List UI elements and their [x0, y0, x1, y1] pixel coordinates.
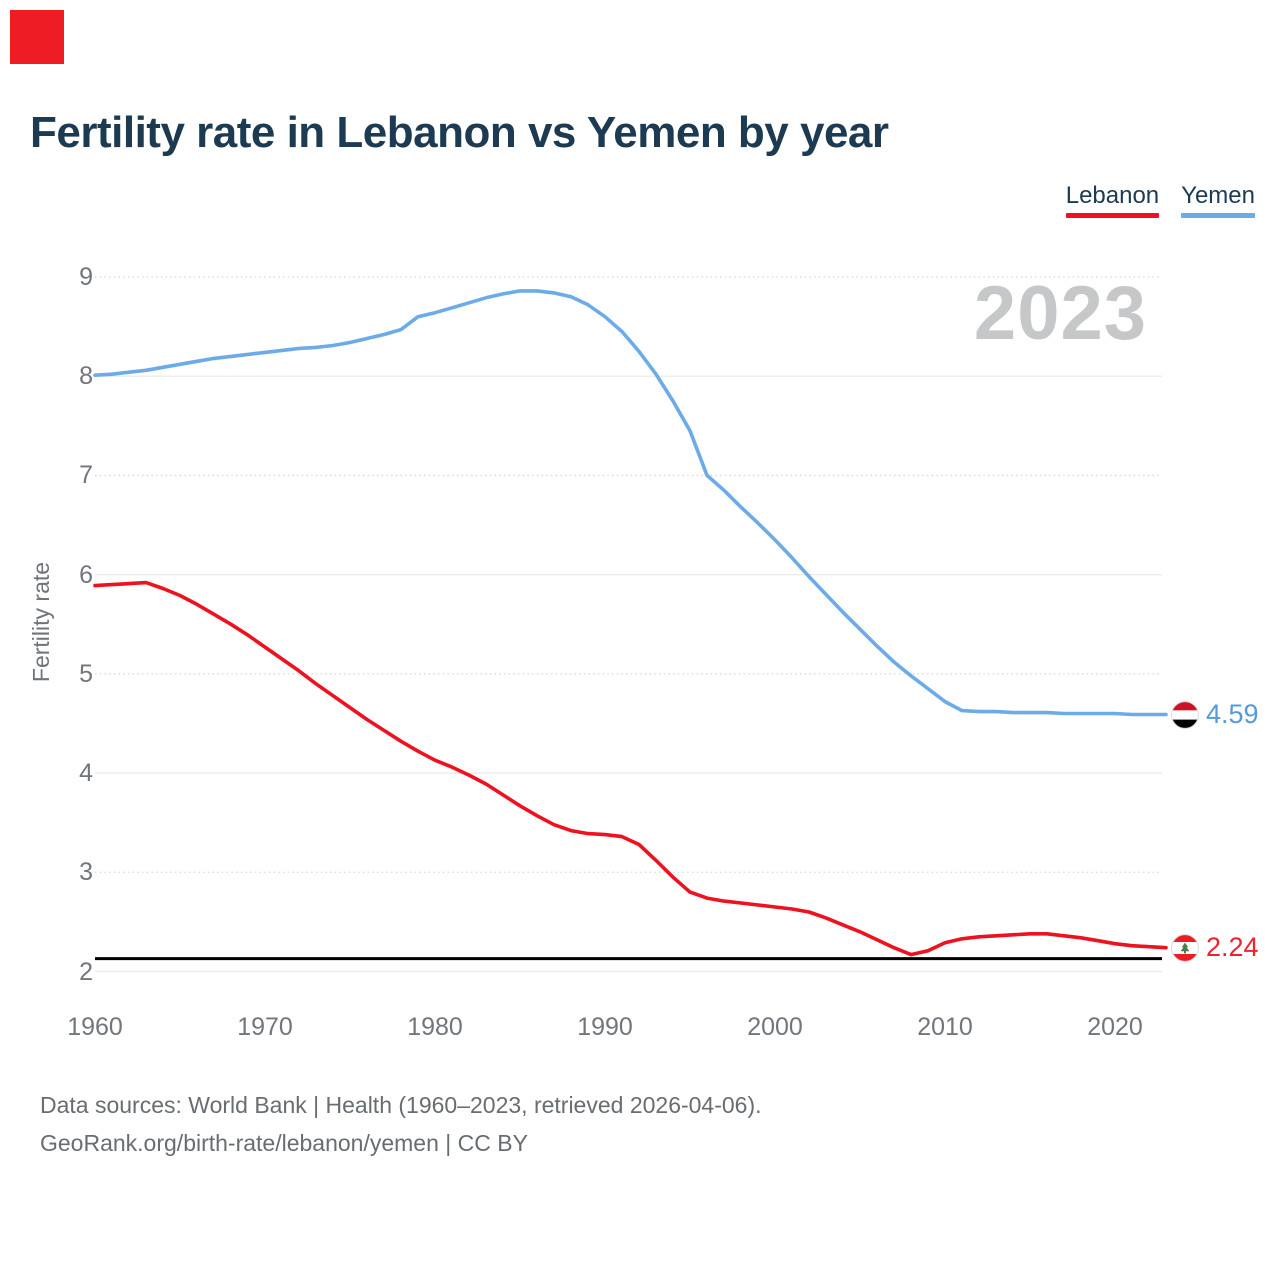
footer-attribution-line: GeoRank.org/birth-rate/lebanon/yemen | C…	[40, 1130, 528, 1156]
lebanon-flag-icon	[1171, 933, 1199, 962]
x-tick-1970: 1970	[237, 1013, 293, 1041]
y-tick-6: 6	[79, 560, 93, 589]
yemen-end-label: 4.59	[1171, 699, 1259, 730]
y-tick-8: 8	[79, 362, 93, 391]
gridlines	[95, 276, 1162, 973]
yemen-end-value: 4.59	[1206, 699, 1259, 730]
legend-item-yemen[interactable]: Yemen	[1181, 184, 1255, 218]
x-tick-2000: 2000	[747, 1013, 803, 1041]
lebanon-end-label: 2.24	[1171, 932, 1259, 963]
chart-title: Fertility rate in Lebanon vs Yemen by ye…	[30, 108, 889, 157]
lebanon-end-value: 2.24	[1206, 932, 1259, 963]
brand-logo-square	[10, 10, 64, 64]
cedar-tree	[1180, 942, 1190, 954]
legend: Lebanon Yemen	[1065, 182, 1255, 218]
y-tick-9: 9	[79, 263, 93, 291]
legend-item-lebanon[interactable]: Lebanon	[1065, 182, 1160, 218]
lebanon-line	[93, 580, 1168, 957]
y-tick-3: 3	[79, 858, 93, 887]
y-tick-2: 2	[79, 957, 93, 986]
y-tick-4: 4	[79, 759, 93, 788]
y-tick-7: 7	[79, 461, 93, 490]
x-tick-1990: 1990	[577, 1013, 633, 1041]
year-watermark: 2023	[973, 271, 1147, 356]
x-tick-2020: 2020	[1087, 1013, 1143, 1041]
footer-sources-line: Data sources: World Bank | Health (1960–…	[40, 1092, 762, 1118]
legend-label-lebanon: Lebanon	[1065, 182, 1160, 209]
yemen-flag-icon	[1171, 700, 1199, 729]
y-tick-5: 5	[79, 659, 93, 688]
footer: Data sources: World Bank | Health (1960–…	[40, 1086, 762, 1162]
x-tick-2010: 2010	[917, 1013, 973, 1041]
legend-label-yemen: Yemen	[1181, 182, 1255, 209]
x-tick-1960: 1960	[67, 1013, 123, 1041]
yemen-line	[93, 289, 1168, 717]
legend-swatch-lebanon	[1065, 213, 1160, 218]
legend-swatch-yemen	[1181, 213, 1255, 218]
x-tick-1980: 1980	[407, 1013, 463, 1041]
